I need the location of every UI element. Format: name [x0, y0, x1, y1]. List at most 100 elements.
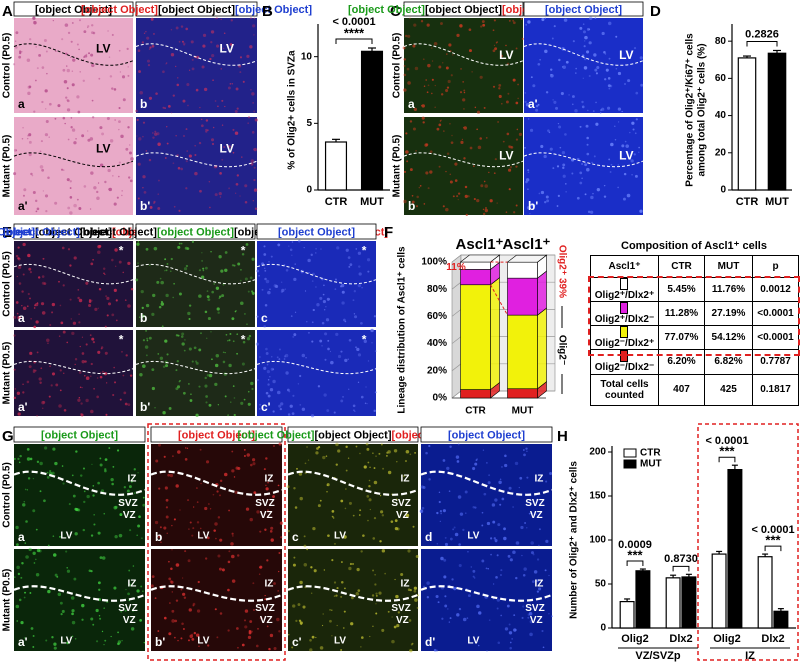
texture-dot: [16, 620, 19, 622]
texture-dot: [181, 342, 185, 346]
cell: Total cells counted: [590, 373, 659, 406]
texture-dot: [32, 646, 35, 648]
texture-dot: [32, 16, 36, 20]
texture-dot: [61, 168, 64, 171]
texture-dot: [191, 58, 194, 61]
texture-dot: [476, 110, 481, 114]
texture-dot: [523, 567, 527, 571]
texture-dot: [329, 350, 332, 353]
texture-dot: [236, 333, 238, 335]
texture-dot: [166, 263, 169, 265]
texture-dot: [99, 126, 103, 130]
texture-dot: [136, 135, 138, 137]
texture-dot: [138, 515, 141, 519]
texture-dot: [254, 207, 258, 210]
texture-dot: [54, 117, 57, 120]
texture-dot: [252, 458, 256, 462]
bar: [727, 469, 743, 629]
texture-dot: [136, 589, 140, 593]
texture-dot: [54, 461, 58, 466]
texture-dot: [443, 575, 447, 579]
texture-dot: [74, 532, 78, 536]
texture-dot: [118, 128, 120, 131]
texture-dot: [211, 358, 213, 361]
texture-dot: [349, 562, 353, 566]
texture-dot: [372, 537, 376, 540]
texture-dot: [72, 635, 74, 637]
texture-dot: [412, 44, 416, 48]
texture-dot: [186, 83, 190, 87]
texture-dot: [22, 383, 24, 386]
texture-dot: [155, 92, 158, 95]
texture-dot: [192, 527, 195, 530]
texture-dot: [413, 589, 417, 593]
texture-dot: [119, 398, 122, 401]
texture-dot: [92, 623, 95, 626]
texture-dot: [33, 307, 36, 309]
texture-dot: [61, 465, 64, 467]
texture-dot: [62, 482, 65, 485]
bar-segment: [460, 389, 491, 399]
texture-dot: [172, 296, 174, 299]
texture-dot: [289, 404, 293, 408]
texture-dot: [521, 554, 523, 557]
texture-dot: [617, 186, 619, 189]
region-label: LV: [619, 148, 633, 162]
texture-dot: [59, 601, 63, 605]
texture-dot: [509, 641, 512, 644]
texture-dot: [183, 349, 186, 352]
texture-dot: [24, 637, 26, 639]
texture-dot: [281, 288, 285, 293]
y-axis-label: Percentage of Olig2⁺/Ki67⁺ cells: [685, 33, 696, 187]
texture-dot: [512, 550, 516, 555]
texture-dot: [35, 528, 38, 531]
texture-dot: [188, 528, 190, 531]
texture-dot: [273, 445, 275, 447]
texture-dot: [354, 410, 356, 413]
texture-dot: [608, 57, 611, 60]
texture-dot: [164, 486, 168, 490]
texture-dot: [223, 47, 225, 50]
texture-dot: [263, 325, 266, 328]
texture-dot: [345, 488, 347, 490]
texture-dot: [571, 95, 575, 98]
region-label: IZ: [401, 578, 410, 589]
texture-dot: [195, 413, 199, 417]
texture-dot: [186, 150, 188, 152]
texture-dot: [153, 202, 155, 204]
texture-dot: [127, 66, 129, 68]
texture-dot: [83, 490, 86, 493]
texture-dot: [321, 344, 323, 347]
texture-dot: [206, 337, 208, 339]
texture-dot: [420, 485, 424, 489]
texture-dot: [63, 79, 68, 84]
texture-dot: [46, 471, 49, 474]
p-value: < 0.0001: [705, 435, 748, 447]
texture-dot: [251, 290, 254, 293]
texture-dot: [15, 149, 18, 152]
texture-dot: [149, 205, 153, 209]
texture-dot: [524, 92, 527, 94]
texture-dot: [621, 110, 623, 113]
texture-dot: [499, 503, 502, 506]
texture-dot: [142, 121, 146, 124]
texture-dot: [387, 470, 392, 475]
texture-dot: [166, 353, 169, 356]
texture-dot: [379, 540, 382, 543]
texture-dot: [327, 339, 330, 342]
texture-dot: [357, 589, 361, 592]
texture-dot: [608, 158, 611, 161]
boundary-line: [523, 152, 644, 168]
texture-dot: [409, 168, 413, 172]
texture-dot: [15, 254, 19, 258]
texture-dot: [461, 138, 464, 141]
texture-dot: [352, 299, 355, 302]
grid-slant: [451, 363, 462, 372]
texture-dot: [368, 479, 371, 482]
texture-dot: [269, 388, 274, 392]
y-tick-label: 60%: [427, 311, 447, 322]
micrograph: [151, 444, 282, 546]
texture-dot: [265, 391, 269, 395]
texture-dot: [215, 537, 217, 540]
texture-dot: [393, 625, 397, 629]
